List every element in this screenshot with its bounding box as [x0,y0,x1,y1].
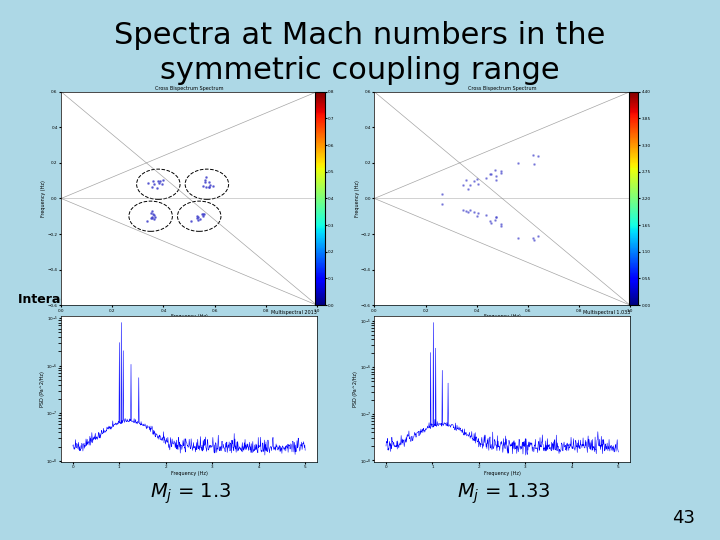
Point [468,177,480,185]
Point [198,181,210,190]
Point [485,170,496,179]
Point [490,171,502,180]
Point [471,175,482,184]
Point [472,180,484,188]
Point [495,166,507,175]
Point [490,212,502,221]
Point [462,185,473,194]
Point [204,180,215,189]
Point [194,215,206,224]
Point [192,216,203,225]
Text: Multispectral 1.033: Multispectral 1.033 [582,310,630,315]
Point [153,177,164,185]
Point [489,166,500,174]
Text: 43: 43 [672,509,695,528]
Y-axis label: Frequency (Hz): Frequency (Hz) [41,180,46,217]
Point [485,219,496,227]
Point [464,181,476,190]
Text: Spectra at Mach numbers in the: Spectra at Mach numbers in the [114,21,606,50]
Point [495,221,506,230]
Point [203,183,215,192]
Text: Interaction Clusters: Interaction Clusters [18,293,157,306]
Point [146,183,158,192]
Point [198,210,210,218]
Point [146,213,158,222]
Point [528,160,540,168]
Point [532,152,544,161]
Point [460,176,472,184]
Point [489,215,500,224]
Point [437,200,449,208]
Point [200,172,212,181]
Point [528,234,539,242]
Point [142,217,153,226]
Point [197,211,209,220]
Point [528,151,539,160]
Point [145,214,157,222]
Point [143,178,154,187]
Y-axis label: PSD (Pa^2/Hz): PSD (Pa^2/Hz) [40,371,45,407]
X-axis label: Frequency (Hz): Frequency (Hz) [171,314,207,319]
Point [207,182,219,191]
Point [203,183,215,192]
Text: symmetric coupling range: symmetric coupling range [160,56,560,85]
Text: Multispectral 2013: Multispectral 2013 [271,310,317,315]
Point [480,173,492,182]
Point [145,208,157,217]
Text: $M_j$ = 1.33: $M_j$ = 1.33 [457,482,551,507]
Title: Cross Bispectrum Spectrum: Cross Bispectrum Spectrum [155,86,223,91]
X-axis label: Frequency (Hz): Frequency (Hz) [484,470,521,476]
Point [149,213,161,221]
Point [199,178,210,186]
Point [485,217,496,226]
Point [532,231,544,240]
Point [156,180,168,188]
Point [512,158,523,167]
Point [203,178,215,186]
Point [146,214,158,223]
Point [495,219,507,228]
Y-axis label: Frequency (Hz): Frequency (Hz) [354,180,359,217]
Point [460,207,472,215]
Point [158,176,169,185]
Point [485,170,496,179]
Point [464,206,476,214]
Point [185,217,197,225]
Y-axis label: PSD (Pa^2/Hz): PSD (Pa^2/Hz) [353,371,358,407]
Point [462,208,473,217]
Point [151,183,163,192]
Point [148,210,159,218]
Point [437,190,449,198]
Point [200,183,212,192]
Point [480,211,492,220]
Point [472,208,484,217]
Point [468,208,480,217]
Point [199,176,211,185]
Point [192,213,203,222]
Point [148,180,160,188]
X-axis label: Frequency (Hz): Frequency (Hz) [484,314,521,319]
Point [149,211,161,220]
Point [458,181,469,190]
Point [146,207,158,215]
Point [154,177,166,185]
Point [148,215,160,224]
Point [148,177,159,186]
Text: $M_j$ = 1.3: $M_j$ = 1.3 [150,482,231,507]
Point [192,213,204,221]
Point [458,206,469,215]
Point [512,234,523,242]
Point [153,179,165,187]
Point [471,212,482,221]
Point [197,210,209,218]
X-axis label: Frequency (Hz): Frequency (Hz) [171,470,207,476]
Point [528,236,540,245]
Title: Cross Bispectrum Spectrum: Cross Bispectrum Spectrum [468,86,536,91]
Point [490,213,502,221]
Point [495,168,506,177]
Point [197,210,208,219]
Point [191,211,202,220]
Point [490,176,502,184]
